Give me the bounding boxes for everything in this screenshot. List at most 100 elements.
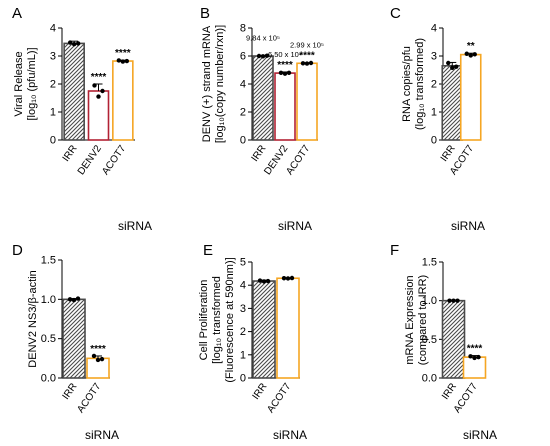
y-tick-label: 3 [50, 51, 56, 63]
data-point [96, 94, 101, 99]
bar-acot7 [112, 60, 134, 141]
y-tick-label: 2 [431, 79, 437, 91]
data-point [447, 298, 452, 303]
data-point [67, 40, 73, 45]
data-point [472, 52, 477, 57]
data-point [285, 276, 291, 281]
data-point [304, 61, 310, 66]
x-tick-label: DENV2 [76, 143, 104, 177]
panel-letter: C [390, 5, 401, 22]
data-point [95, 357, 101, 363]
y-axis-label: (Fluorescence at 590nm)] [224, 257, 236, 382]
significance-stars: **** [467, 344, 483, 355]
panel-a: A 0 1 2 3 4 Viral Release [log₁₀ (pfu/mL)] IRR **… [12, 5, 152, 233]
data-point [281, 276, 287, 281]
y-tick-label: 0.0 [422, 373, 437, 385]
x-tick-label: IRR [251, 381, 270, 401]
data-point [67, 297, 73, 302]
data-point [71, 297, 77, 303]
y-tick-label: 4 [50, 23, 56, 35]
significance-stars: **** [91, 72, 107, 83]
y-tick-label: 2 [50, 79, 56, 91]
data-point [92, 83, 97, 88]
bar-irr [441, 65, 464, 141]
panel-letter: F [390, 242, 399, 259]
y-tick-label: 0.5 [422, 334, 437, 346]
x-tick-label: IRR [61, 381, 80, 401]
y-tick-label: 4 [240, 79, 246, 91]
data-point [91, 353, 97, 359]
data-point [264, 53, 270, 58]
data-point [455, 298, 460, 303]
y-axis-label: (compared to IRR) [417, 275, 429, 365]
data-point [75, 296, 81, 301]
x-axis-label: siRNA [273, 428, 307, 442]
x-tick-label: ACOT7 [75, 381, 103, 415]
y-tick-label: 1.0 [422, 295, 437, 307]
data-point [308, 60, 314, 66]
y-axis-label: DENV (+) strand mRNA [201, 25, 213, 142]
bar-value-label: 2.99 x 10⁵ [290, 41, 324, 50]
panel-letter: B [200, 5, 210, 22]
bar-acot7 [296, 62, 318, 141]
y-tick-label: 1 [431, 107, 437, 119]
y-axis-label: (log₁₀ transformed) [414, 38, 426, 130]
data-point [282, 71, 288, 76]
bar-irr [252, 280, 276, 379]
data-point [464, 51, 469, 56]
x-tick-label: IRR [440, 381, 459, 401]
panel-f: F 0.0 0.5 1.0 1.5 mRNA Expression (compared to… [390, 242, 497, 442]
x-axis-label: siRNA [463, 428, 497, 442]
y-tick-label: 1 [240, 349, 246, 361]
y-axis-label: Cell Proliferation [198, 280, 210, 361]
significance-stars: **** [90, 344, 106, 355]
bar-acot7 [462, 356, 487, 379]
x-tick-label: IRR [61, 143, 80, 163]
bar-value-label: 9.84 x 10⁵ [246, 33, 280, 42]
data-point [289, 275, 295, 281]
bar-value-label: 6.50 x 10⁴ [268, 50, 302, 59]
data-point [120, 59, 126, 64]
y-tick-label: 4 [240, 280, 246, 292]
y-tick-label: 2 [240, 326, 246, 338]
x-tick-label: IRR [250, 143, 269, 163]
data-point [261, 279, 267, 284]
data-point [446, 60, 451, 66]
y-tick-label: 2 [240, 107, 246, 119]
x-tick-label: ACOT7 [265, 381, 293, 415]
y-tick-label: 0.0 [41, 373, 56, 385]
y-axis-label: [log₁₀ (pfu/mL)] [26, 47, 38, 120]
y-tick-label: 4 [431, 23, 437, 35]
data-point [468, 354, 473, 359]
x-tick-label: ACOT7 [284, 143, 312, 177]
y-tick-label: 0 [240, 373, 246, 385]
x-axis-label: siRNA [451, 219, 485, 233]
data-point [300, 61, 306, 66]
data-point [286, 70, 292, 76]
data-point [124, 58, 130, 64]
panel-letter: D [12, 242, 23, 259]
panel-e: E 0 1 2 3 4 5 Cell Proliferation [log₁₀ transfor… [198, 242, 307, 442]
y-axis-label: mRNA Expression [404, 275, 416, 364]
significance-stars: ** [467, 41, 475, 52]
y-tick-label: 1.5 [41, 255, 56, 267]
y-axis-label: [log₁₀ transformed [211, 276, 223, 364]
y-axis-label: RNA copies/pfu [401, 46, 413, 122]
data-point [256, 53, 262, 59]
data-point [472, 355, 477, 361]
data-point [265, 278, 271, 284]
data-point [450, 65, 455, 70]
data-point [71, 42, 77, 47]
y-tick-label: 6 [240, 51, 246, 63]
y-axis-label: Viral Release [13, 51, 25, 116]
data-point [257, 278, 263, 283]
data-point [116, 58, 122, 63]
y-tick-label: 3 [240, 303, 246, 315]
significance-stars: **** [299, 51, 315, 62]
y-axis-label: DENV2 NS3/β-actin [27, 270, 39, 367]
bar-acot7 [459, 53, 482, 141]
data-point [454, 64, 459, 69]
